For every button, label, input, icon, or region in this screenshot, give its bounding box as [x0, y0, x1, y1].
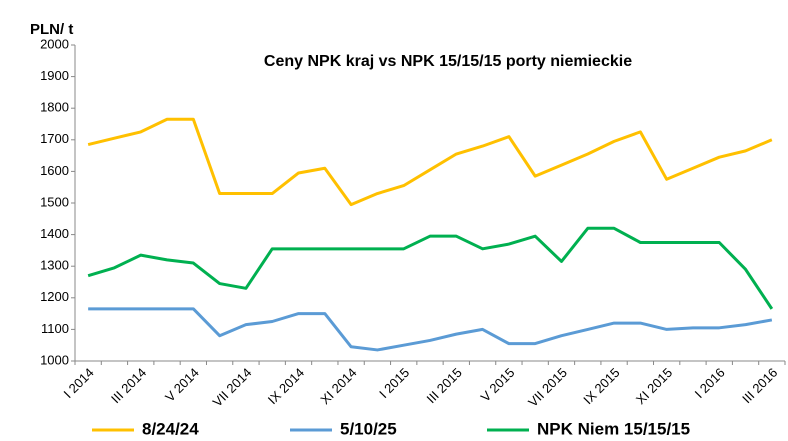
x-tick-label: III 2015	[424, 365, 465, 406]
y-tick-label: 1700	[40, 131, 69, 146]
x-tick-label: V 2014	[162, 365, 202, 405]
legend-label: NPK Niem 15/15/15	[537, 419, 690, 438]
x-tick-label: V 2015	[478, 365, 518, 405]
y-tick-label: 1300	[40, 258, 69, 273]
x-tick-label: VII 2015	[525, 365, 570, 410]
y-tick-label: 1600	[40, 163, 69, 178]
x-tick-label: I 2014	[61, 365, 97, 401]
x-tick-label: III 2014	[108, 365, 149, 406]
x-tick-label: I 2015	[376, 365, 412, 401]
x-tick-label: XI 2015	[633, 365, 675, 407]
x-tick-label: III 2016	[739, 365, 780, 406]
y-tick-label: 1900	[40, 68, 69, 83]
x-tick-label: XI 2014	[317, 365, 359, 407]
legend-label: 5/10/25	[340, 419, 397, 438]
series-line	[87, 117, 773, 207]
y-tick-label: 1200	[40, 289, 69, 304]
y-tick-label: 1000	[40, 352, 69, 367]
y-axis-label: PLN/ t	[30, 21, 73, 38]
y-tick-label: 1100	[41, 321, 69, 336]
x-tick-label: I 2016	[692, 365, 728, 401]
x-tick-label: IX 2014	[265, 365, 307, 407]
y-tick-label: 1800	[40, 100, 69, 115]
x-tick-label: IX 2015	[580, 365, 622, 407]
x-tick-label: VII 2014	[210, 365, 255, 410]
y-tick-label: 1400	[40, 226, 69, 241]
series-line	[87, 226, 774, 310]
chart-title: Ceny NPK kraj vs NPK 15/15/15 porty niem…	[264, 53, 632, 70]
series-line	[88, 307, 773, 352]
y-tick-label: 1500	[40, 194, 69, 209]
legend-label: 8/24/24	[142, 419, 199, 438]
y-tick-label: 2000	[40, 36, 69, 51]
